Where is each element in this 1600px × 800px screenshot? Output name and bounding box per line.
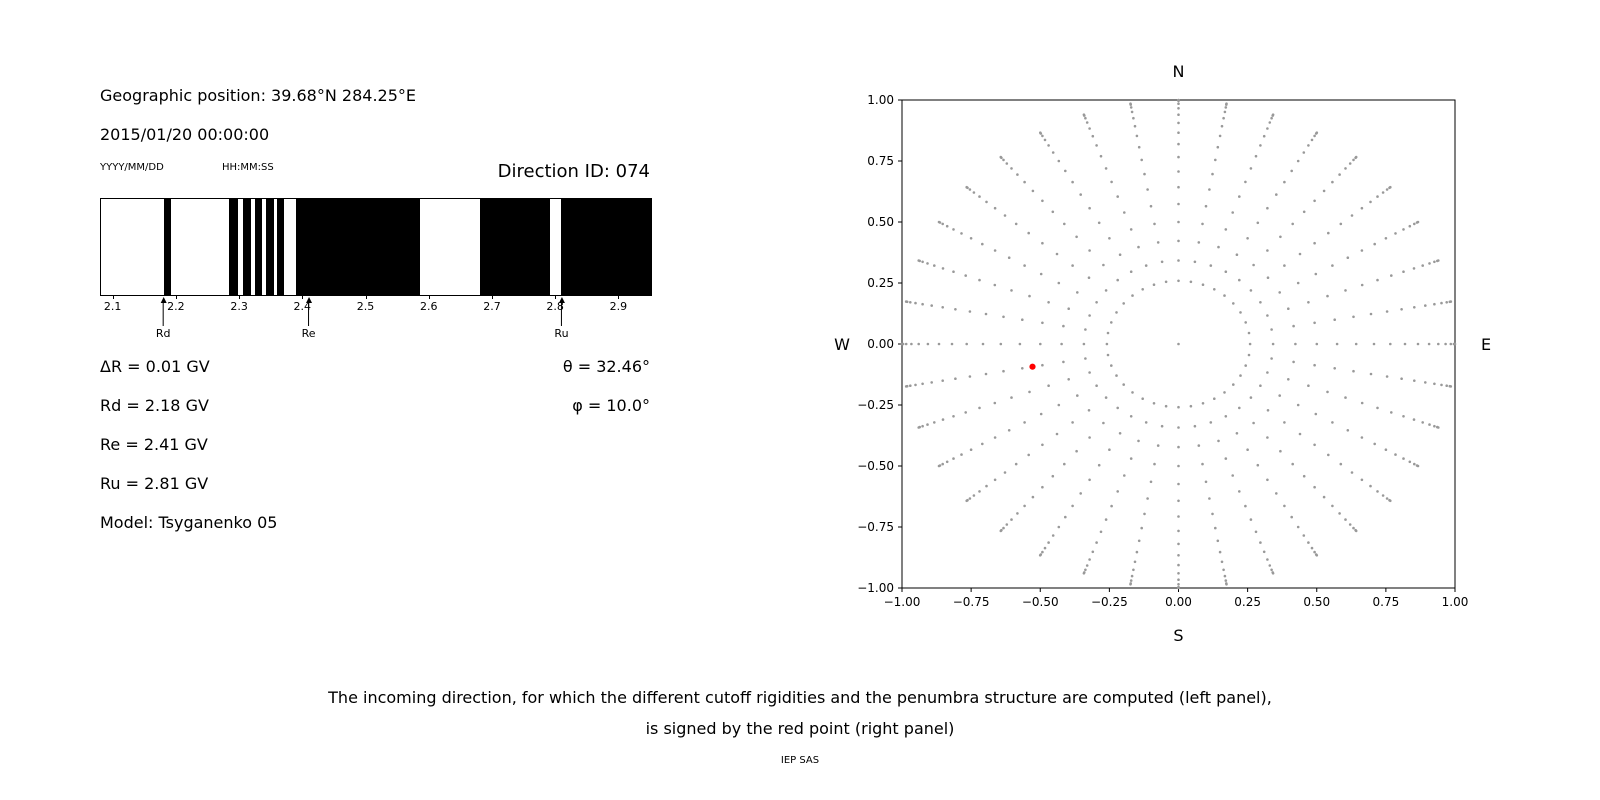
x-tick-label: −0.75 bbox=[953, 595, 990, 609]
axis-tick-mark bbox=[618, 295, 620, 299]
penumbra-allowed-band bbox=[254, 199, 263, 295]
cutoff-marker-ru: Ru bbox=[554, 297, 569, 340]
compass-south-label: S bbox=[1173, 626, 1183, 645]
axis-tick-label: 2.2 bbox=[167, 300, 185, 313]
penumbra-allowed-band bbox=[277, 199, 284, 295]
axis-tick-label: 2.6 bbox=[419, 300, 438, 313]
axis-tick-label: 2.9 bbox=[609, 300, 628, 313]
arrow-stem bbox=[560, 303, 562, 326]
compass-east-label: E bbox=[1481, 335, 1491, 354]
rd-value: Rd = 2.18 GV bbox=[100, 396, 209, 415]
axis-tick-mark bbox=[555, 295, 557, 299]
x-tick-label: 0.75 bbox=[1373, 595, 1400, 609]
x-tick-label: 0.25 bbox=[1234, 595, 1261, 609]
y-tick-label: 0.75 bbox=[867, 154, 894, 168]
cutoff-marker-rd: Rd bbox=[156, 297, 171, 340]
penumbra-cutoff-markers: Rd Re Ru bbox=[100, 297, 650, 347]
y-tick-label: −1.00 bbox=[857, 581, 894, 595]
penumbra-barcode-plot bbox=[100, 198, 652, 296]
axis-tick-mark bbox=[365, 295, 367, 299]
geographic-position-text: Geographic position: 39.68°N 284.25°E bbox=[100, 86, 416, 105]
y-tick-label: 0.50 bbox=[867, 215, 894, 229]
y-tick-label: −0.25 bbox=[857, 398, 894, 412]
caption-line-2: is signed by the red point (right panel) bbox=[645, 719, 955, 738]
penumbra-allowed-band bbox=[164, 199, 171, 295]
penumbra-axis-ticks: 2.1 2.2 2.3 2.4 2.5 2.6 2.7 2.8 2.9 bbox=[100, 295, 650, 315]
cutoff-marker-label: Re bbox=[301, 327, 316, 340]
axis-tick-label: 2.4 bbox=[293, 300, 312, 313]
date-format-label: YYYY/MM/DD bbox=[100, 162, 164, 173]
y-tick-label: 0.00 bbox=[867, 337, 894, 351]
direction-id-text: Direction ID: 074 bbox=[497, 161, 650, 182]
axis-tick-mark bbox=[239, 295, 241, 299]
theta-value: θ = 32.46° bbox=[562, 357, 650, 376]
axis-tick-mark bbox=[428, 295, 430, 299]
axis-tick-label: 2.5 bbox=[356, 300, 375, 313]
ru-value: Ru = 2.81 GV bbox=[100, 474, 209, 493]
credit-text: IEP SAS bbox=[780, 755, 820, 766]
x-tick-label: −0.25 bbox=[1091, 595, 1128, 609]
penumbra-allowed-band bbox=[295, 199, 421, 295]
arrow-stem bbox=[162, 303, 164, 326]
penumbra-allowed-band bbox=[266, 199, 274, 295]
datetime-text: 2015/01/20 00:00:00 bbox=[100, 125, 270, 144]
penumbra-allowed-band bbox=[560, 199, 651, 295]
x-tick-label: 0.00 bbox=[1165, 595, 1192, 609]
axis-tick-label: 2.8 bbox=[546, 300, 564, 313]
re-value: Re = 2.41 GV bbox=[100, 435, 208, 454]
x-tick-label: −0.50 bbox=[1022, 595, 1059, 609]
axis-tick-mark bbox=[112, 295, 114, 299]
x-tick-label: 0.50 bbox=[1303, 595, 1330, 609]
y-tick-label: −0.50 bbox=[857, 459, 894, 473]
phi-value: φ = 10.0° bbox=[572, 396, 650, 415]
axis-tick-mark bbox=[175, 295, 177, 299]
compass-west-label: W bbox=[834, 335, 850, 354]
penumbra-allowed-band bbox=[242, 199, 251, 295]
x-tick-label: 1.00 bbox=[1442, 595, 1469, 609]
caption-line-1: The incoming direction, for which the di… bbox=[328, 688, 1272, 707]
y-tick-label: −0.75 bbox=[857, 520, 894, 534]
selected-direction-point bbox=[1029, 363, 1036, 370]
arrow-up-icon bbox=[160, 297, 167, 303]
arrow-stem bbox=[308, 303, 310, 326]
y-tick-label: 1.00 bbox=[867, 93, 894, 107]
time-format-label: HH:MM:SS bbox=[222, 162, 274, 173]
direction-grid-dots bbox=[900, 98, 1457, 590]
axis-tick-label: 2.3 bbox=[230, 300, 248, 313]
model-value: Model: Tsyganenko 05 bbox=[100, 513, 278, 532]
cutoff-marker-label: Ru bbox=[554, 327, 569, 340]
axis-tick-label: 2.7 bbox=[483, 300, 501, 313]
axis-tick-mark bbox=[491, 295, 493, 299]
axis-tick-label: 2.1 bbox=[103, 300, 122, 313]
direction-scatter-plot: −1.00 −0.75 −0.50 −0.25 0.00 0.25 0.50 0.75 1.00… bbox=[834, 62, 1491, 645]
cutoff-marker-label: Rd bbox=[155, 327, 171, 340]
penumbra-allowed-band bbox=[480, 199, 550, 295]
penumbra-allowed-band bbox=[228, 199, 239, 295]
arrow-up-icon bbox=[558, 297, 565, 303]
x-tick-label: −1.00 bbox=[884, 595, 921, 609]
y-tick-label: 0.25 bbox=[867, 276, 894, 290]
cutoff-marker-re: Re bbox=[302, 297, 316, 340]
axis-tick-mark bbox=[302, 295, 304, 299]
arrow-up-icon bbox=[305, 297, 312, 303]
delta-r-value: ΔR = 0.01 GV bbox=[100, 357, 210, 376]
compass-north-label: N bbox=[1173, 62, 1185, 81]
